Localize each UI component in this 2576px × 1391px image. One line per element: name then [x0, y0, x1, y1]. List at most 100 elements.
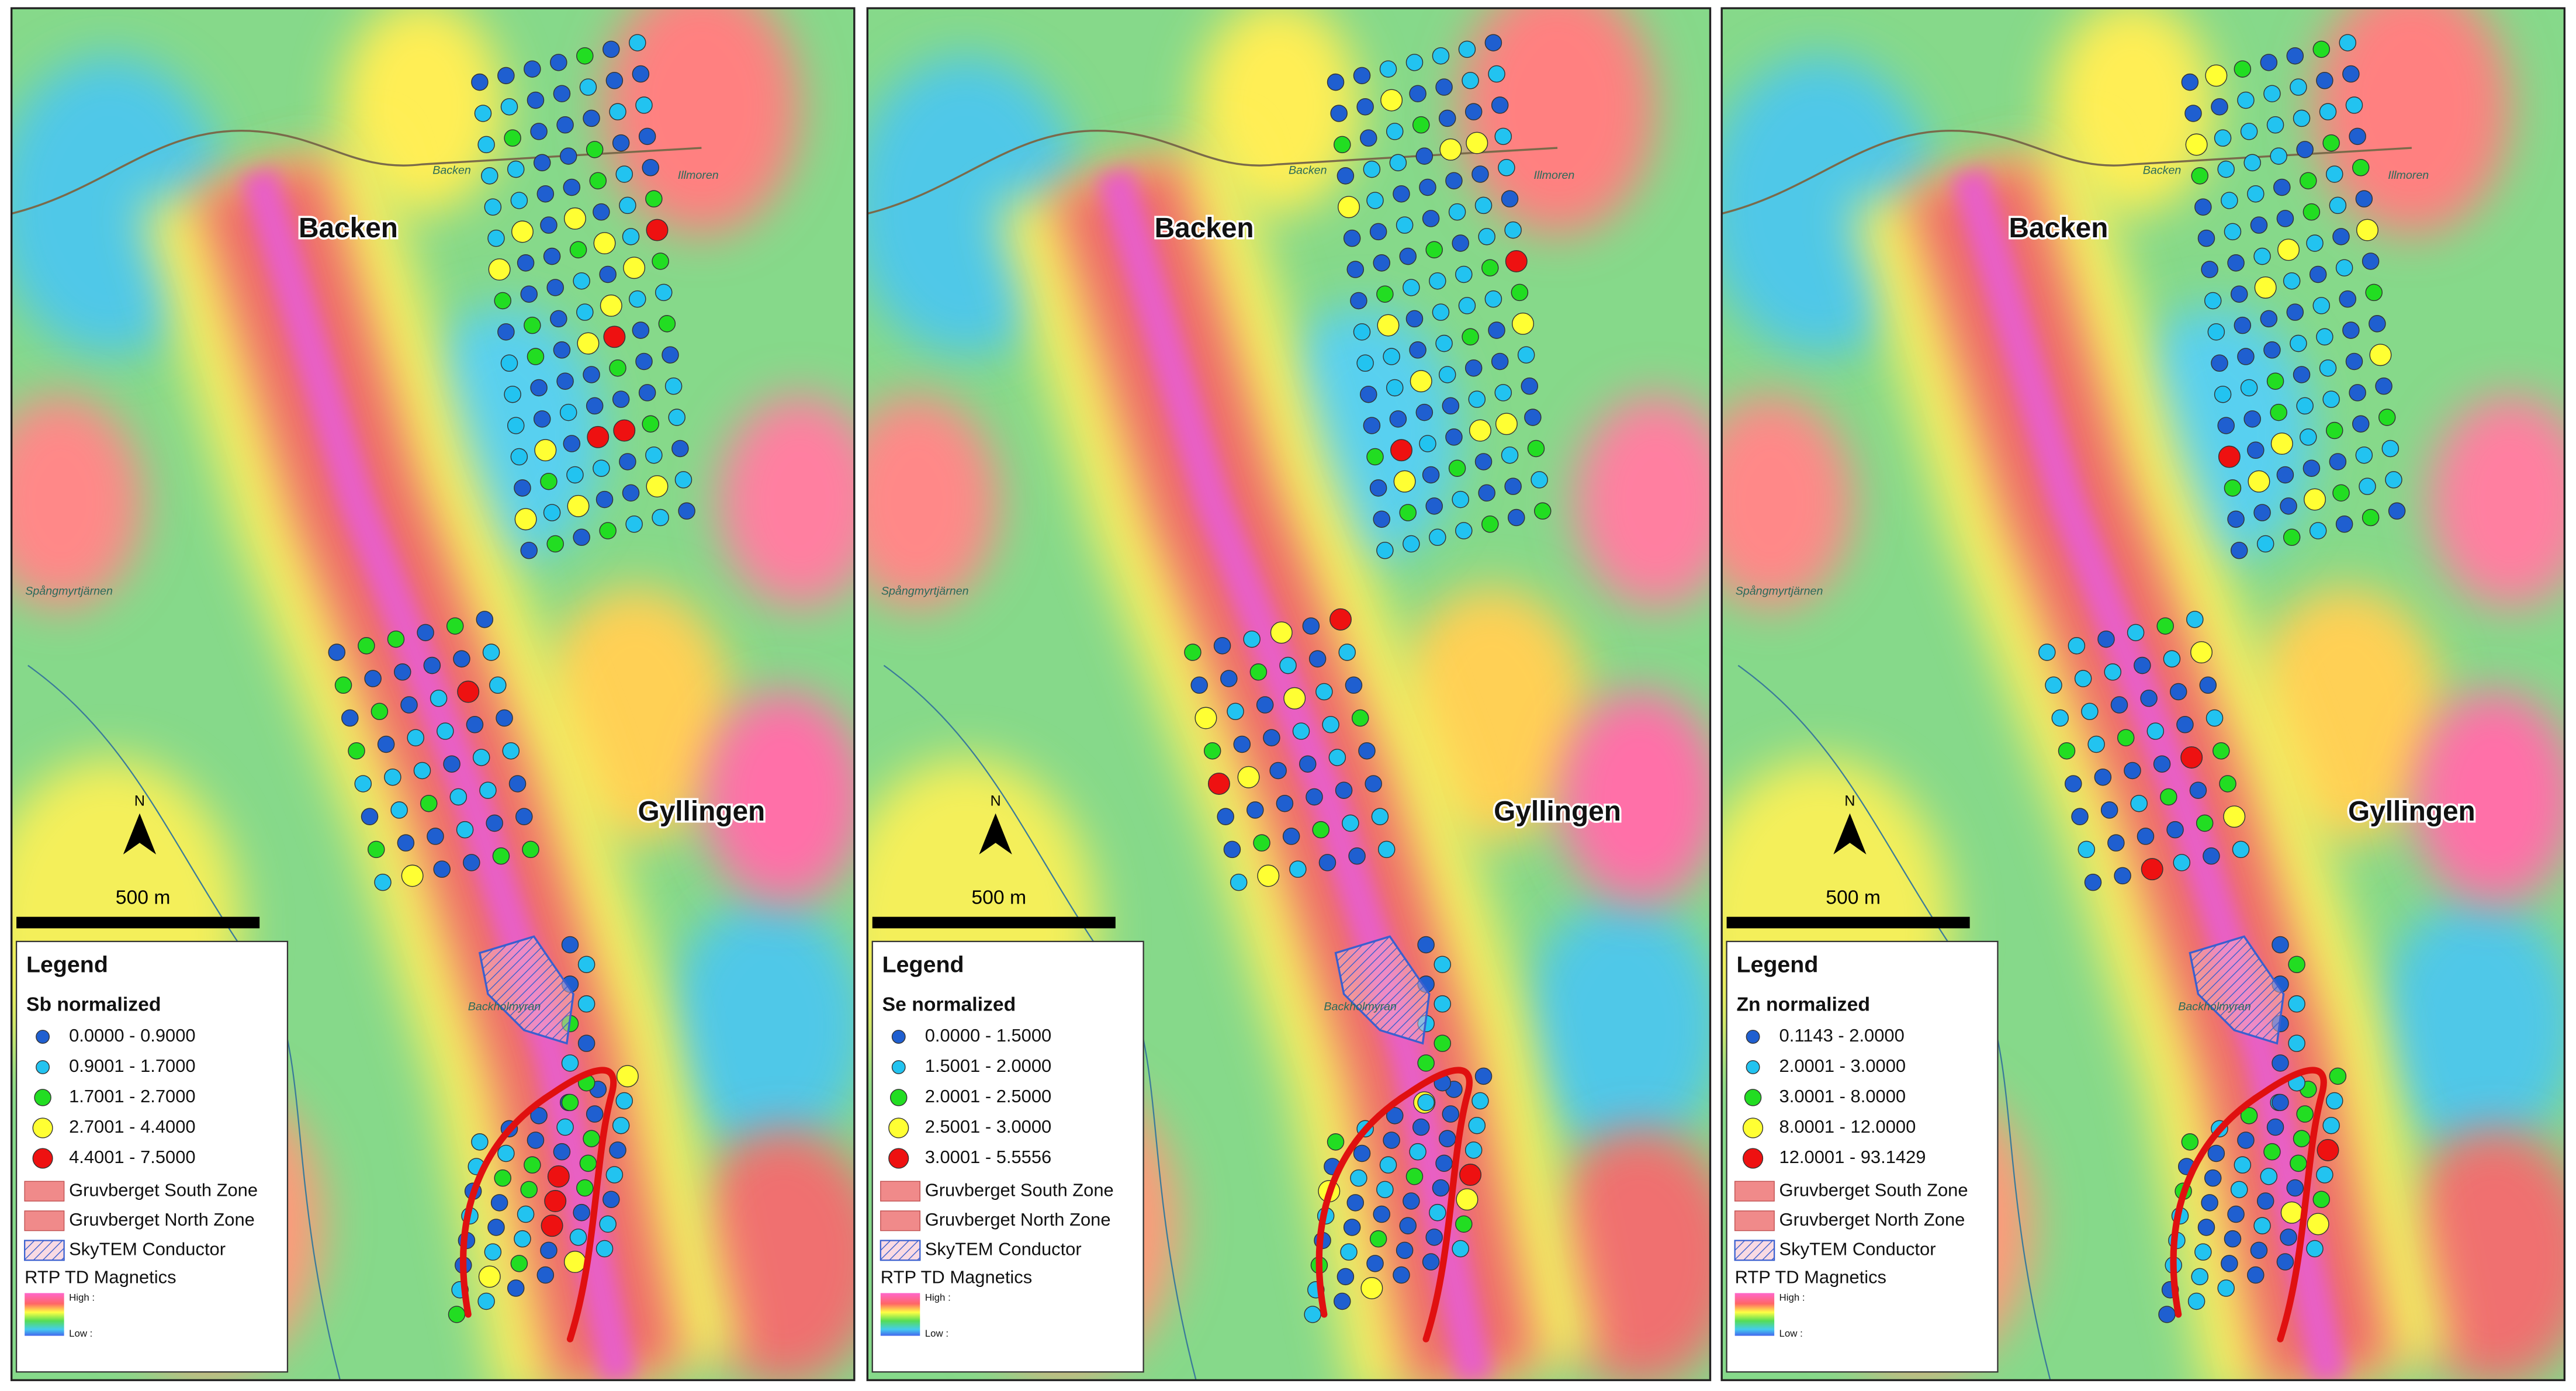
sample-point [2266, 372, 2284, 390]
sample-point [2094, 768, 2112, 786]
legend-element: Sb normalized [26, 993, 161, 1015]
sample-point [612, 1116, 630, 1134]
legend-ramp [25, 1293, 64, 1336]
sample-point [1330, 105, 1348, 122]
sample-point [1256, 696, 1274, 714]
sample-point [1373, 510, 1390, 528]
sample-point [609, 1141, 626, 1159]
sample-point [446, 617, 464, 635]
sample-point [420, 794, 438, 812]
sample-point [2191, 167, 2208, 185]
sample-point [2273, 178, 2291, 196]
sample-point [514, 1230, 531, 1248]
sample-point [1343, 1219, 1361, 1236]
sample-point [430, 690, 448, 707]
sample-point [1217, 808, 1234, 825]
sample-point [1403, 279, 1420, 296]
sample-point [423, 656, 441, 674]
sample-point [668, 409, 685, 426]
legend-conductor [880, 1240, 921, 1261]
sample-point [2325, 1092, 2343, 1110]
sample-point [579, 1154, 597, 1172]
sample-point [561, 936, 579, 954]
sample-point [500, 98, 518, 116]
sample-point [2378, 409, 2396, 426]
sample-point [2342, 321, 2360, 339]
sample-point [553, 341, 571, 359]
legend-ramp [880, 1293, 920, 1336]
sample-point [1452, 490, 1469, 508]
legend-zone [880, 1210, 920, 1231]
sample-point [2110, 696, 2128, 714]
sample-point [1376, 285, 1394, 303]
sample-point [417, 624, 434, 642]
sample-point [2247, 1266, 2265, 1284]
legend-class: 0.9001 - 1.7000 [69, 1056, 196, 1076]
sample-point [2087, 735, 2105, 753]
skytem-conductor [1334, 935, 1431, 1045]
sample-point [1425, 1229, 1443, 1246]
sample-point [625, 515, 643, 533]
sample-point [622, 228, 640, 245]
sample-point [1389, 410, 1407, 428]
sample-point [484, 1243, 502, 1261]
sample-point [613, 419, 636, 442]
sample-point [1432, 47, 1450, 65]
panel-frame [1720, 7, 2566, 1382]
sample-point [1369, 1230, 1387, 1248]
sample-point [2280, 497, 2297, 515]
sample-point [527, 1132, 545, 1149]
sample-point [2359, 477, 2376, 495]
legend-class: 2.0001 - 3.0000 [1779, 1056, 1906, 1076]
sample-point [1337, 1268, 1355, 1286]
sample-point [520, 1181, 538, 1199]
sample-point [559, 147, 577, 165]
road [11, 130, 702, 215]
raster-blob [669, 898, 854, 1155]
sample-point [2221, 192, 2238, 209]
sample-point [1342, 814, 1359, 832]
sample-point [2253, 504, 2271, 521]
sample-point [2181, 1133, 2199, 1151]
sample-point [550, 310, 567, 328]
legend-zone-label: Gruvberget South Zone [69, 1179, 258, 1200]
sample-point [2194, 1243, 2212, 1261]
north-label: N [134, 793, 145, 809]
sample-point [540, 472, 558, 490]
sample-point [514, 508, 537, 531]
sample-point [1312, 821, 1329, 839]
legend-symbol [34, 1089, 51, 1106]
sample-point [1403, 535, 1420, 553]
scale-label: 500 m [1826, 887, 1881, 909]
sample-point [341, 709, 359, 727]
sample-point [1276, 794, 1294, 812]
sample-point [2277, 238, 2300, 261]
sample-point [1405, 1168, 1424, 1185]
sample-point [1377, 840, 1396, 859]
sample-point [494, 1169, 511, 1187]
sample-point [1338, 643, 1356, 661]
legend-title: Legend [1736, 951, 1818, 977]
sample-point [2068, 637, 2086, 655]
sample-point [2329, 196, 2347, 214]
sample-point [577, 332, 600, 355]
sample-point [448, 1306, 466, 1323]
sample-point [2163, 650, 2181, 668]
small-label: Illmoren [1533, 169, 1574, 182]
sample-point [646, 219, 669, 241]
sample-point [2309, 265, 2327, 283]
legend-class: 2.5001 - 3.0000 [925, 1116, 1052, 1137]
sample-point [477, 1292, 495, 1310]
sample-point [652, 252, 669, 270]
sample-point [2224, 223, 2242, 241]
sample-point [2288, 995, 2305, 1013]
sample-point [364, 670, 382, 687]
sample-point [2097, 630, 2115, 648]
sample-point [1484, 290, 1502, 308]
legend-class: 3.0001 - 5.5556 [925, 1147, 1052, 1167]
sample-point [496, 709, 513, 727]
sample-point [1474, 453, 1493, 470]
sample-point [2385, 471, 2402, 489]
sample-point [563, 207, 586, 230]
raster-core [1096, 167, 1493, 1380]
